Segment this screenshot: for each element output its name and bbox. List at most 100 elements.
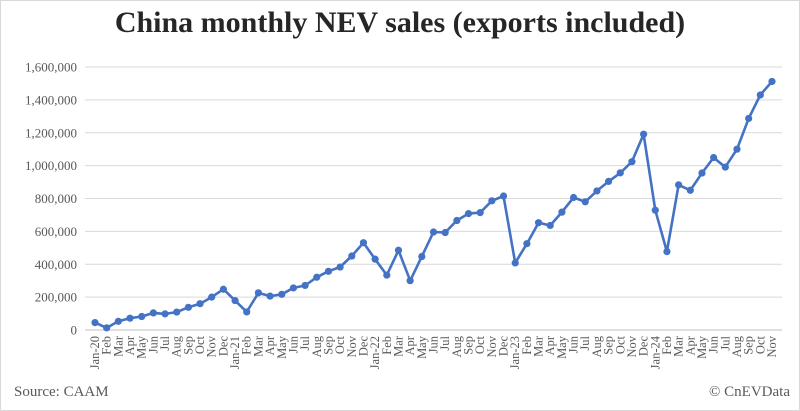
data-point — [429, 228, 438, 236]
x-tick-label: Aug — [170, 335, 184, 357]
data-point — [313, 273, 321, 281]
data-point — [581, 198, 589, 206]
data-point — [359, 239, 368, 247]
x-tick-label: Jul — [438, 335, 452, 350]
x-tick-label: Sep — [742, 336, 756, 355]
x-tick-label: Dec — [216, 336, 230, 357]
x-tick-label: May — [275, 335, 289, 359]
x-tick-label: May — [135, 335, 149, 359]
x-tick-label: Feb — [100, 336, 114, 355]
x-tick-label: Sep — [321, 336, 335, 355]
data-point — [196, 300, 204, 308]
x-tick-label: Jan-22 — [368, 336, 382, 369]
data-point — [733, 145, 741, 153]
x-tick-label: Nov — [345, 335, 359, 357]
data-point — [126, 314, 134, 322]
data-point — [418, 252, 426, 261]
x-tick-label: Jun — [286, 335, 300, 353]
data-point — [628, 158, 636, 166]
data-point — [149, 309, 157, 317]
x-tick-label: Apr — [543, 335, 557, 355]
x-tick-label: Mar — [251, 335, 265, 357]
data-point — [336, 263, 344, 271]
x-tick-label: Jul — [578, 335, 592, 350]
x-tick-label: Nov — [765, 335, 779, 357]
x-tick-label: Sep — [462, 336, 476, 355]
y-tick-label: 600,000 — [35, 224, 77, 239]
y-tick-label: 200,000 — [35, 290, 77, 305]
y-tick-label: 1,200,000 — [25, 125, 77, 140]
source-note: Source: CAAM — [14, 384, 109, 400]
x-tick-label: Jan-21 — [228, 336, 242, 369]
y-tick-label: 1,600,000 — [25, 60, 77, 75]
data-point — [243, 308, 251, 316]
y-tick-label: 1,400,000 — [25, 92, 77, 107]
data-point — [114, 317, 122, 325]
x-tick-label: Jun — [707, 335, 721, 353]
series-line — [94, 80, 773, 330]
x-tick-label: Mar — [532, 335, 546, 357]
x-tick-label: May — [695, 335, 709, 359]
data-point — [488, 197, 496, 205]
data-point — [534, 219, 543, 227]
data-point — [453, 216, 461, 225]
gridlines — [85, 66, 782, 331]
x-tick-label: Feb — [380, 336, 394, 355]
data-point — [289, 284, 298, 292]
x-tick-label: Sep — [602, 336, 616, 355]
data-point — [464, 210, 473, 218]
data-point — [324, 267, 333, 275]
x-tick-label: Jul — [158, 335, 172, 350]
data-point — [698, 169, 706, 177]
x-tick-label: Apr — [403, 335, 417, 355]
data-point — [91, 319, 99, 327]
x-tick-label: Oct — [473, 335, 487, 354]
data-point — [511, 259, 519, 267]
x-tick-label: Oct — [193, 335, 207, 354]
data-point — [663, 247, 671, 256]
x-tick-label: Apr — [263, 335, 277, 355]
x-tick-label: Aug — [450, 335, 464, 357]
x-tick-label: Jun — [567, 335, 581, 353]
x-axis: Jan-20FebMarAprMayJunJulAugSepOctNovDecJ… — [88, 335, 779, 369]
x-tick-label: Oct — [613, 335, 627, 354]
x-tick-label: Jun — [427, 335, 441, 353]
x-tick-label: Apr — [683, 335, 697, 355]
data-point — [161, 310, 169, 318]
data-point — [254, 289, 263, 297]
x-tick-label: Nov — [625, 335, 639, 357]
x-tick-label: Jun — [146, 335, 160, 353]
y-tick-label: 1,000,000 — [25, 158, 77, 173]
x-tick-label: Jan-24 — [648, 335, 662, 369]
data-point — [383, 271, 391, 279]
data-point — [710, 153, 718, 162]
chart-title: China monthly NEV sales (exports include… — [114, 6, 686, 39]
data-point — [569, 193, 578, 202]
data-point — [523, 240, 531, 248]
x-tick-label: May — [415, 335, 429, 359]
x-tick-label: Mar — [391, 335, 405, 357]
data-point — [616, 169, 624, 177]
data-point — [604, 177, 613, 186]
x-tick-label: Dec — [637, 336, 651, 357]
data-point — [476, 209, 484, 217]
x-tick-label: Mar — [111, 335, 125, 357]
series-line-group — [91, 77, 776, 332]
data-point — [406, 277, 414, 285]
y-axis: 0 200,000 400,000 600,000 800,000 1,000,000 1,… — [25, 60, 77, 338]
x-tick-label: Nov — [485, 335, 499, 357]
x-tick-label: Feb — [520, 336, 534, 355]
x-tick-label: Aug — [310, 335, 324, 357]
data-point — [593, 187, 601, 195]
data-point — [499, 192, 508, 200]
x-tick-label: Oct — [753, 335, 767, 354]
data-point — [768, 77, 776, 86]
data-point — [558, 208, 566, 216]
data-point — [394, 246, 403, 254]
data-point — [441, 228, 449, 237]
data-point — [640, 130, 648, 138]
x-tick-label: Dec — [356, 336, 370, 357]
x-tick-label: Feb — [660, 336, 674, 355]
